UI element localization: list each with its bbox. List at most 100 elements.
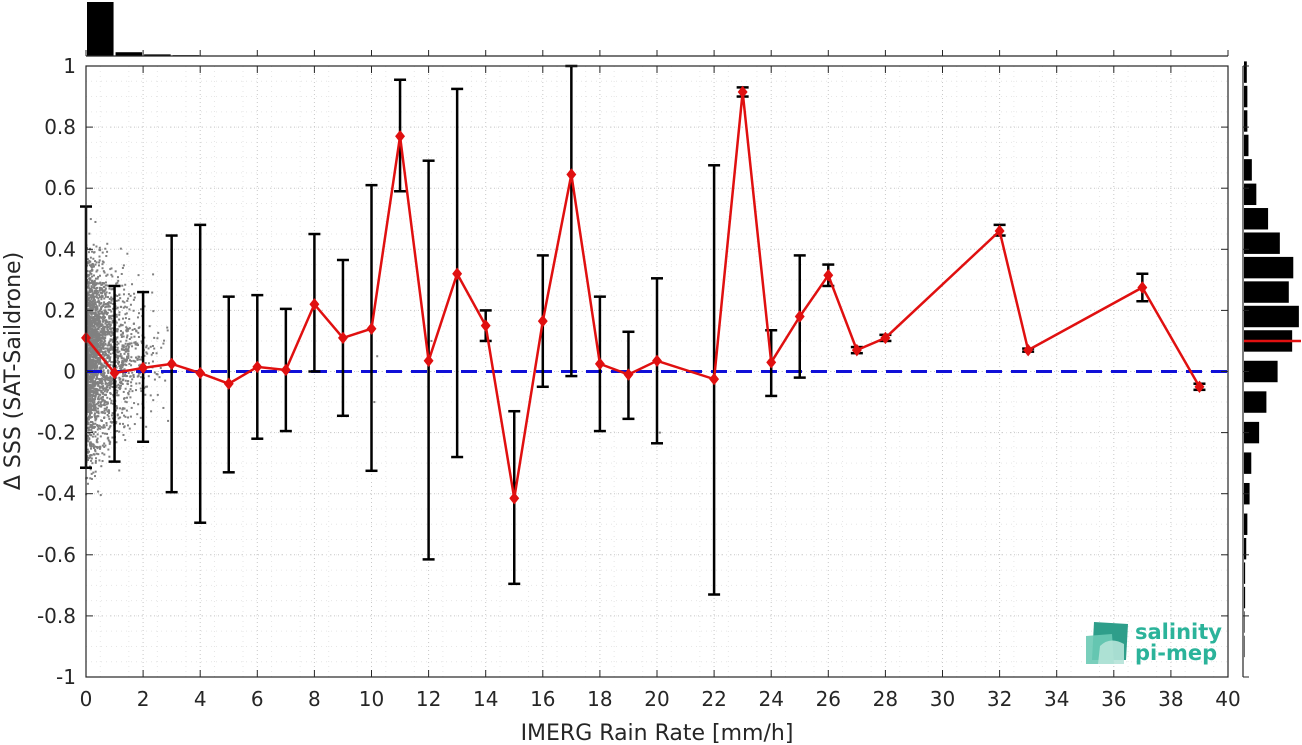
top-hist-bar (144, 54, 171, 56)
right-hist-bar (1244, 183, 1257, 206)
right-hist-bar (1244, 391, 1267, 413)
scatter-point (94, 460, 97, 463)
scatter-point (103, 399, 106, 402)
scatter-point (101, 444, 104, 447)
scatter-point (102, 388, 105, 391)
y-tick-label: 0.2 (44, 298, 76, 322)
right-hist-bar (1244, 452, 1252, 474)
scatter-point (119, 407, 122, 410)
scatter-point (96, 336, 99, 339)
x-tick-label: 16 (530, 687, 555, 711)
scatter-point (90, 387, 93, 390)
right-hist-bar (1244, 611, 1245, 633)
scatter-point (147, 347, 150, 350)
scatter-point (152, 351, 155, 354)
scatter-point (95, 389, 98, 392)
scatter-point (128, 427, 131, 430)
scatter-point (89, 411, 92, 414)
scatter-point (104, 394, 107, 397)
scatter-point (88, 287, 91, 290)
scatter-point (91, 426, 94, 429)
scatter-point (104, 343, 107, 346)
scatter-point (132, 374, 135, 377)
y-tick-label: -0.6 (37, 543, 76, 567)
mean-marker (709, 372, 720, 386)
right-hist-bar (1244, 537, 1247, 560)
scatter-point (162, 342, 165, 345)
scatter-point (100, 294, 103, 297)
scatter-point (144, 362, 147, 365)
scatter-point (115, 343, 118, 346)
scatter-point (86, 310, 89, 313)
scatter-point (101, 452, 104, 455)
scatter-point (111, 417, 114, 420)
scatter-point (128, 359, 131, 362)
scatter-point (100, 381, 103, 384)
scatter-point (99, 312, 102, 315)
scatter-point (110, 414, 113, 417)
scatter-point (103, 373, 106, 376)
scatter-point (115, 441, 118, 444)
scatter-point (88, 334, 91, 337)
scatter-point (101, 353, 104, 356)
scatter-point (103, 387, 106, 390)
scatter-point (106, 437, 109, 440)
scatter-point (86, 377, 89, 380)
scatter-point (103, 312, 106, 315)
scatter-point (88, 270, 91, 273)
logo-text-pi-mep: pi-mep (1135, 641, 1217, 665)
scatter-point (94, 435, 97, 438)
scatter-point (98, 296, 101, 299)
scatter-point (111, 327, 114, 330)
scatter-point (90, 404, 93, 407)
scatter-point (97, 453, 100, 456)
scatter-point (88, 349, 91, 352)
scatter-point (90, 287, 93, 290)
scatter-point (86, 389, 89, 392)
scatter-point (93, 390, 96, 393)
scatter-point (99, 349, 102, 352)
scatter-point (91, 269, 94, 272)
scatter-point (151, 344, 154, 347)
scatter-point (87, 358, 90, 361)
scatter-point (99, 282, 102, 285)
scatter-point (96, 282, 99, 285)
scatter-point (98, 337, 101, 340)
scatter-point (94, 344, 97, 347)
mean-marker (823, 269, 834, 282)
scatter-point (100, 316, 103, 319)
scatter-point (116, 328, 119, 331)
scatter-point (95, 330, 98, 333)
scatter-point (89, 407, 92, 410)
scatter-point (89, 404, 92, 407)
scatter-point (89, 318, 92, 321)
scatter-point (93, 311, 96, 314)
scatter-point (92, 362, 95, 365)
scatter-point (97, 490, 100, 493)
scatter-point (101, 281, 104, 284)
scatter-point (89, 403, 92, 406)
scatter-point (102, 336, 105, 339)
mean-marker (452, 267, 463, 280)
scatter-point (107, 355, 110, 358)
scatter-point (137, 403, 140, 406)
scatter-point (115, 366, 118, 369)
scatter-point (105, 284, 108, 287)
scatter-point (101, 395, 104, 398)
scatter-point (376, 355, 379, 358)
scatter-point (89, 416, 92, 419)
scatter-point (100, 400, 103, 403)
scatter-point (94, 361, 97, 364)
scatter-point (104, 247, 107, 250)
scatter-point (86, 399, 89, 402)
scatter-point (101, 312, 104, 315)
scatter-point (137, 312, 140, 315)
scatter-point (88, 264, 91, 267)
right-hist-bar (1244, 256, 1294, 279)
scatter-point (111, 297, 114, 300)
scatter-point (110, 331, 113, 334)
mean-marker (794, 310, 805, 323)
scatter-point (92, 471, 95, 474)
scatter-point (94, 346, 97, 349)
scatter-point (111, 361, 114, 364)
